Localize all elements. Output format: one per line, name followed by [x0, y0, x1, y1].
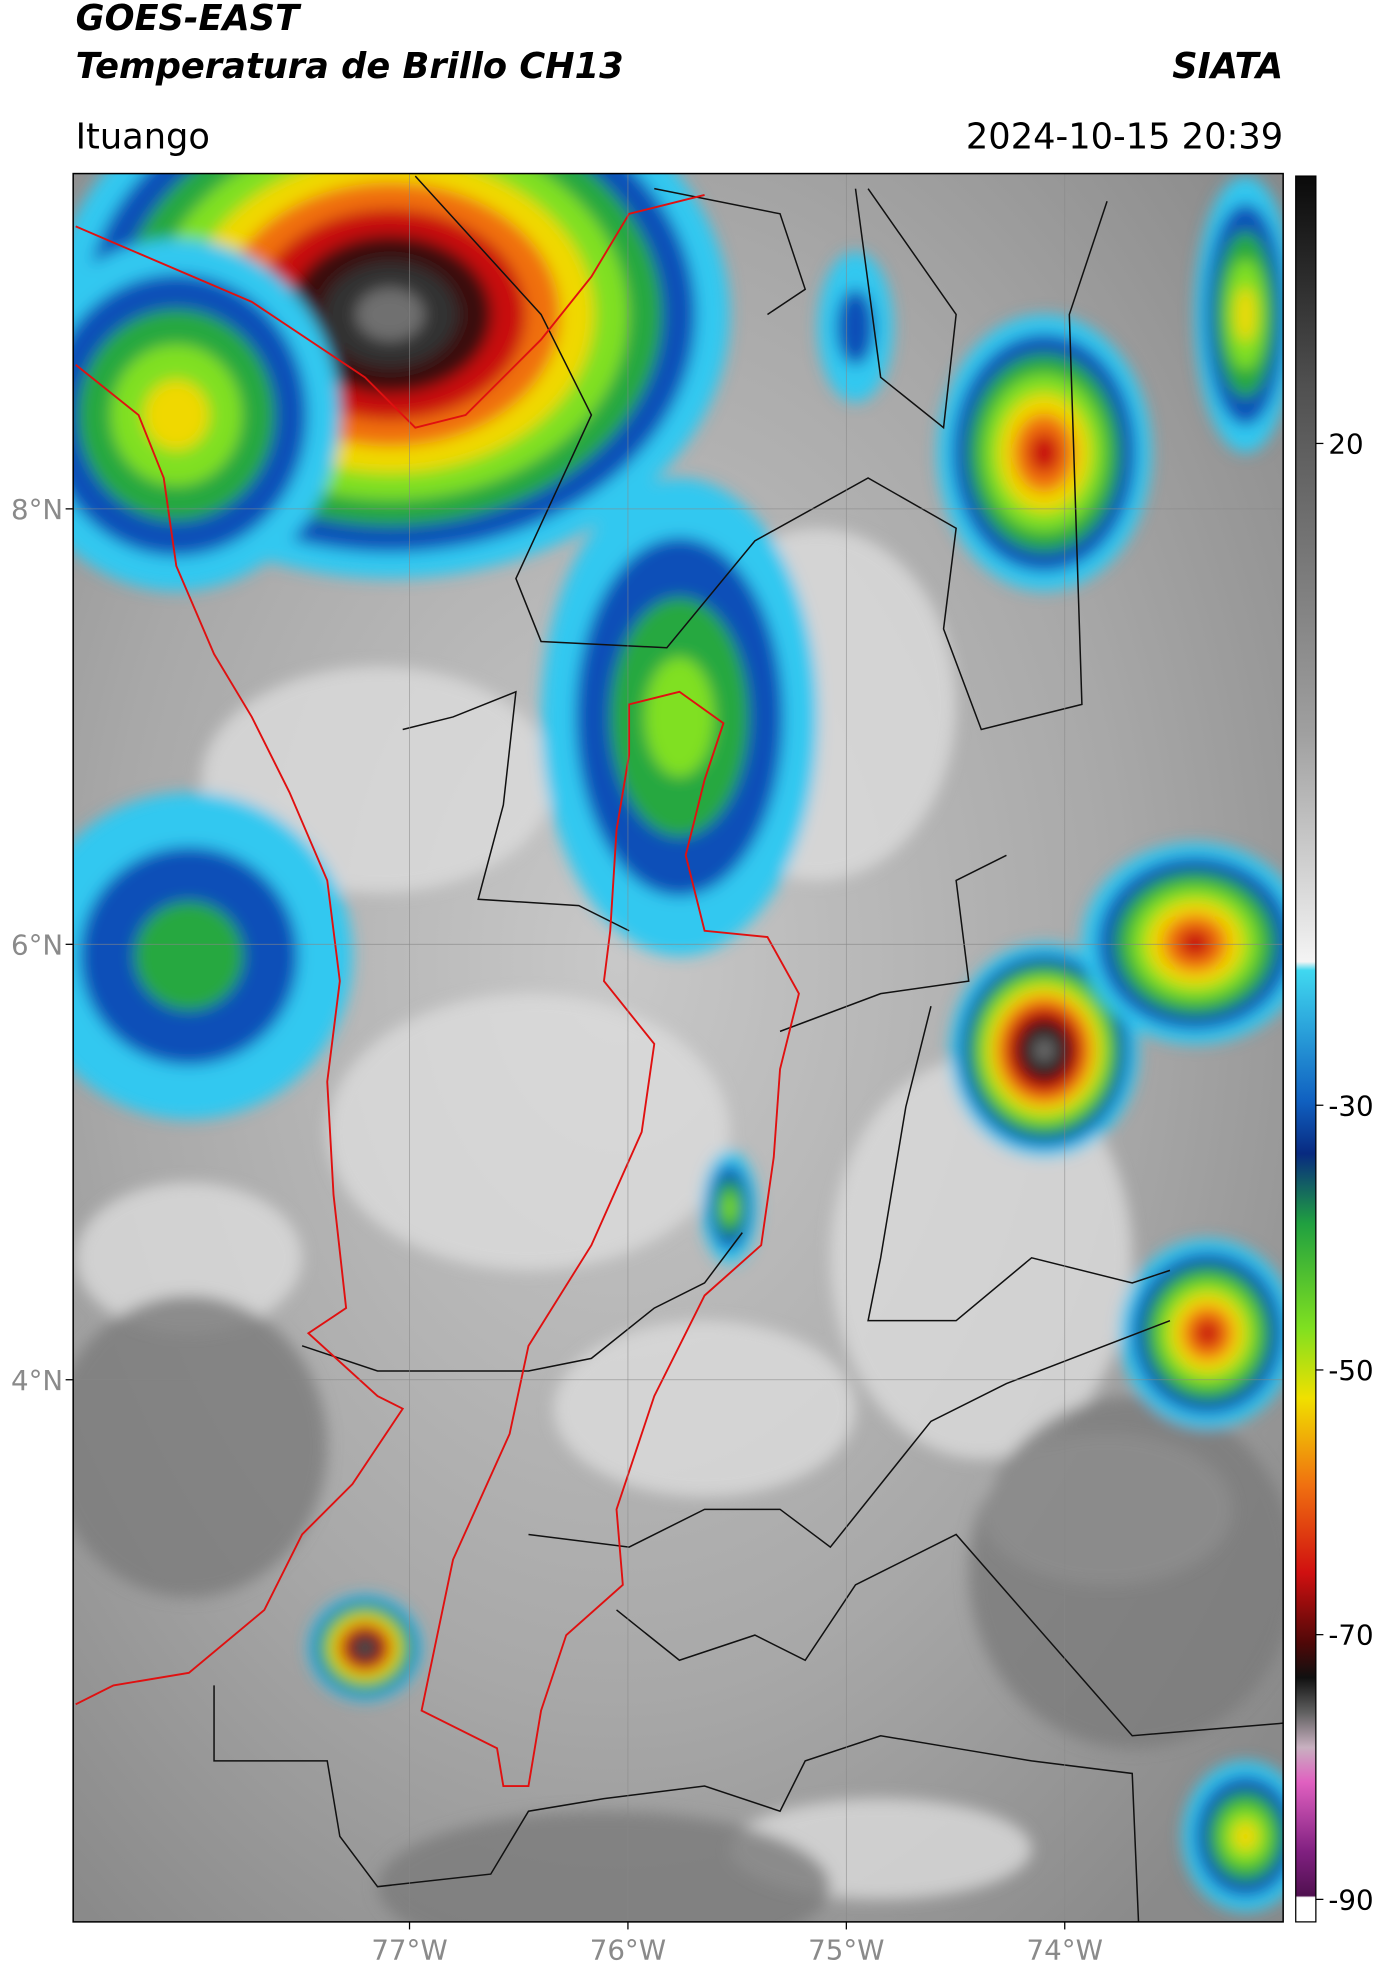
colorbar-label: -30 [1328, 1089, 1373, 1122]
cloud-top [143, 379, 210, 451]
cloud [75, 1182, 303, 1334]
title: GOES-EAST [76, 0, 302, 39]
border [779, 854, 1171, 1322]
x-tick-label: 75°W [808, 1934, 884, 1967]
border [402, 690, 630, 932]
cloud-top [1232, 1821, 1258, 1852]
borders [213, 175, 1284, 1922]
colorbar-label: 20 [1328, 428, 1363, 461]
cloud [553, 1320, 856, 1497]
clear-sky [377, 1811, 831, 1922]
coastline [75, 364, 405, 1706]
subtitle: Temperatura de Brillo CH13 [76, 46, 624, 87]
cloud-top [722, 1193, 737, 1222]
border [654, 187, 957, 430]
y-tick-label: 8°N [11, 493, 63, 526]
cloud-top [1235, 286, 1256, 343]
location: Ituango [76, 116, 210, 157]
outline [75, 194, 800, 1787]
cloud [830, 1056, 1133, 1460]
cloud-top [1034, 1039, 1054, 1061]
cloud [327, 993, 730, 1271]
region-outline [420, 690, 800, 1787]
y-tick-label: 6°N [11, 928, 63, 961]
colorbar-label: -70 [1328, 1619, 1373, 1652]
border [301, 1232, 743, 1372]
cloud-top [1178, 928, 1212, 958]
cloud-top [1195, 1319, 1221, 1347]
map-frame [72, 172, 1284, 1923]
colorbar-label: -90 [1328, 1883, 1373, 1916]
border [414, 175, 1108, 731]
x-tick-label: 74°W [1027, 1934, 1103, 1967]
timestamp: 2024-10-15 20:39 [966, 116, 1283, 157]
cloud-top [1028, 433, 1060, 473]
border [528, 1319, 1171, 1549]
clear-sky [73, 1295, 328, 1598]
cloud-top [644, 657, 715, 777]
colorbar-label: -50 [1328, 1354, 1373, 1387]
x-tick-label: 76°W [590, 1934, 666, 1967]
imagery [73, 173, 1284, 1922]
coastline [75, 194, 705, 429]
colorbar [1295, 175, 1317, 1923]
cloud-top [356, 288, 425, 341]
clear-sky [968, 1396, 1284, 1749]
agency: SIATA [1172, 46, 1283, 87]
border [213, 1685, 1140, 1922]
map [73, 173, 1284, 1922]
cloud-top [836, 289, 875, 365]
y-tick-label: 4°N [11, 1364, 63, 1397]
cloud-top [359, 1642, 371, 1653]
x-tick-label: 77°W [371, 1934, 447, 1967]
cloud-top [134, 901, 244, 1011]
border [616, 1533, 1284, 1737]
